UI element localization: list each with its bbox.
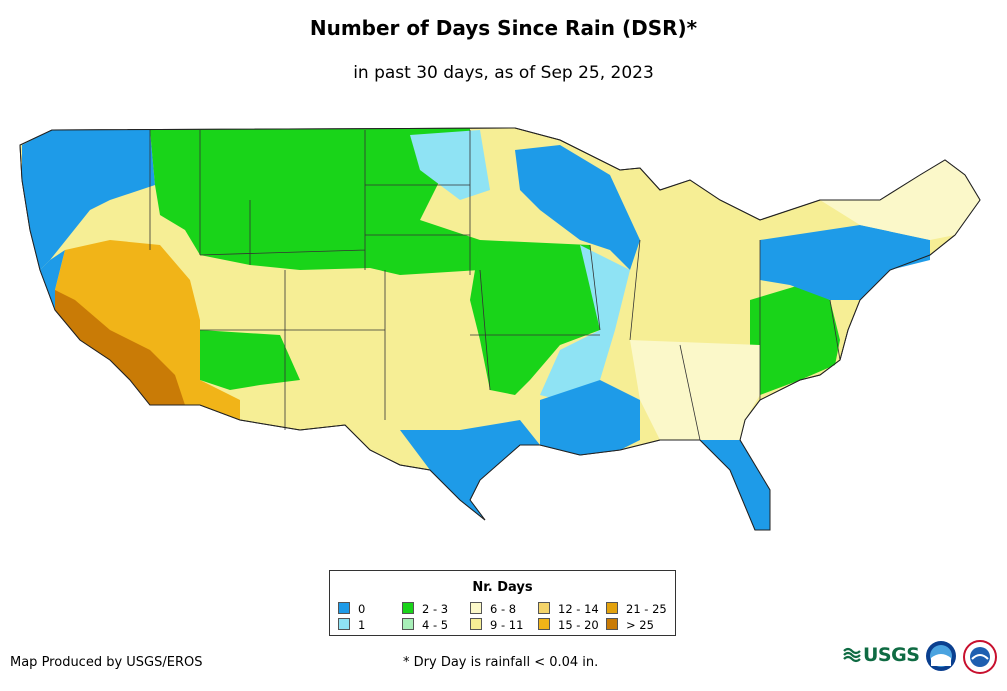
legend-label: 1 — [358, 618, 366, 632]
region-plains-green — [470, 240, 600, 395]
credit-text: Map Produced by USGS/EROS — [10, 655, 203, 670]
legend: Nr. Days 0 1 2 - 3 4 - 5 6 - 8 9 - 11 12 - 14 1… — [329, 570, 676, 636]
region-fl-blue — [700, 440, 770, 530]
legend-label: 12 - 14 — [558, 602, 599, 616]
agency-logos: USGS — [843, 640, 1003, 676]
legend-label: 15 - 20 — [558, 618, 599, 632]
region-ca-darkorange — [55, 290, 185, 405]
legend-swatch — [338, 602, 350, 614]
legend-swatch — [338, 618, 350, 630]
noaa-logo-icon — [926, 641, 956, 671]
state-borders — [149, 130, 841, 441]
legend-swatch — [606, 602, 618, 614]
legend-swatch — [606, 618, 618, 630]
legend-item: 2 - 3 — [402, 602, 448, 615]
region-mississippi-lightblue — [540, 245, 630, 400]
map-title: Number of Days Since Rain (DSR)* — [309, 16, 698, 40]
region-southeast-lightyellow — [630, 340, 760, 440]
legend-label: 2 - 3 — [422, 602, 449, 616]
region-east-green — [750, 285, 840, 395]
legend-item: 6 - 8 — [470, 602, 516, 615]
usgs-logo: USGS — [863, 644, 920, 666]
legend-swatch — [402, 602, 414, 614]
coastline-outline — [19, 127, 981, 531]
region-sw-orange — [55, 240, 240, 420]
legend-item: 15 - 20 — [538, 618, 599, 631]
legend-label: > 25 — [626, 618, 654, 632]
region-la-blue — [540, 380, 640, 455]
region-north-green — [150, 128, 480, 275]
legend-swatch — [470, 618, 482, 630]
legend-swatch — [538, 602, 550, 614]
nws-logo-icon — [963, 640, 997, 674]
region-newengland-lightyellow — [820, 160, 980, 240]
legend-item: 1 — [338, 618, 365, 631]
legend-label: 0 — [358, 602, 366, 616]
map-fill — [19, 127, 981, 531]
region-pnw-blue — [22, 130, 155, 270]
region-midwest-blue — [515, 145, 640, 270]
legend-swatch — [470, 602, 482, 614]
region-az-green — [200, 330, 300, 390]
legend-item: > 25 — [606, 618, 654, 631]
usgs-wave-icon — [843, 647, 861, 663]
region-ca-blue — [40, 250, 65, 310]
region-northeast-blue — [760, 225, 930, 300]
legend-item: 0 — [338, 602, 365, 615]
legend-label: 21 - 25 — [626, 602, 667, 616]
legend-label: 9 - 11 — [490, 618, 524, 632]
legend-item: 21 - 25 — [606, 602, 667, 615]
dry-day-note: * Dry Day is rainfall < 0.04 in. — [403, 655, 599, 670]
legend-title: Nr. Days — [472, 580, 533, 595]
legend-label: 4 - 5 — [422, 618, 449, 632]
map-subtitle: in past 30 days, as of Sep 25, 2023 — [353, 63, 654, 83]
legend-label: 6 - 8 — [490, 602, 517, 616]
legend-item: 12 - 14 — [538, 602, 599, 615]
legend-swatch — [402, 618, 414, 630]
legend-swatch — [538, 618, 550, 630]
legend-item: 9 - 11 — [470, 618, 523, 631]
region-gulf-blue — [400, 420, 540, 520]
legend-item: 4 - 5 — [402, 618, 448, 631]
